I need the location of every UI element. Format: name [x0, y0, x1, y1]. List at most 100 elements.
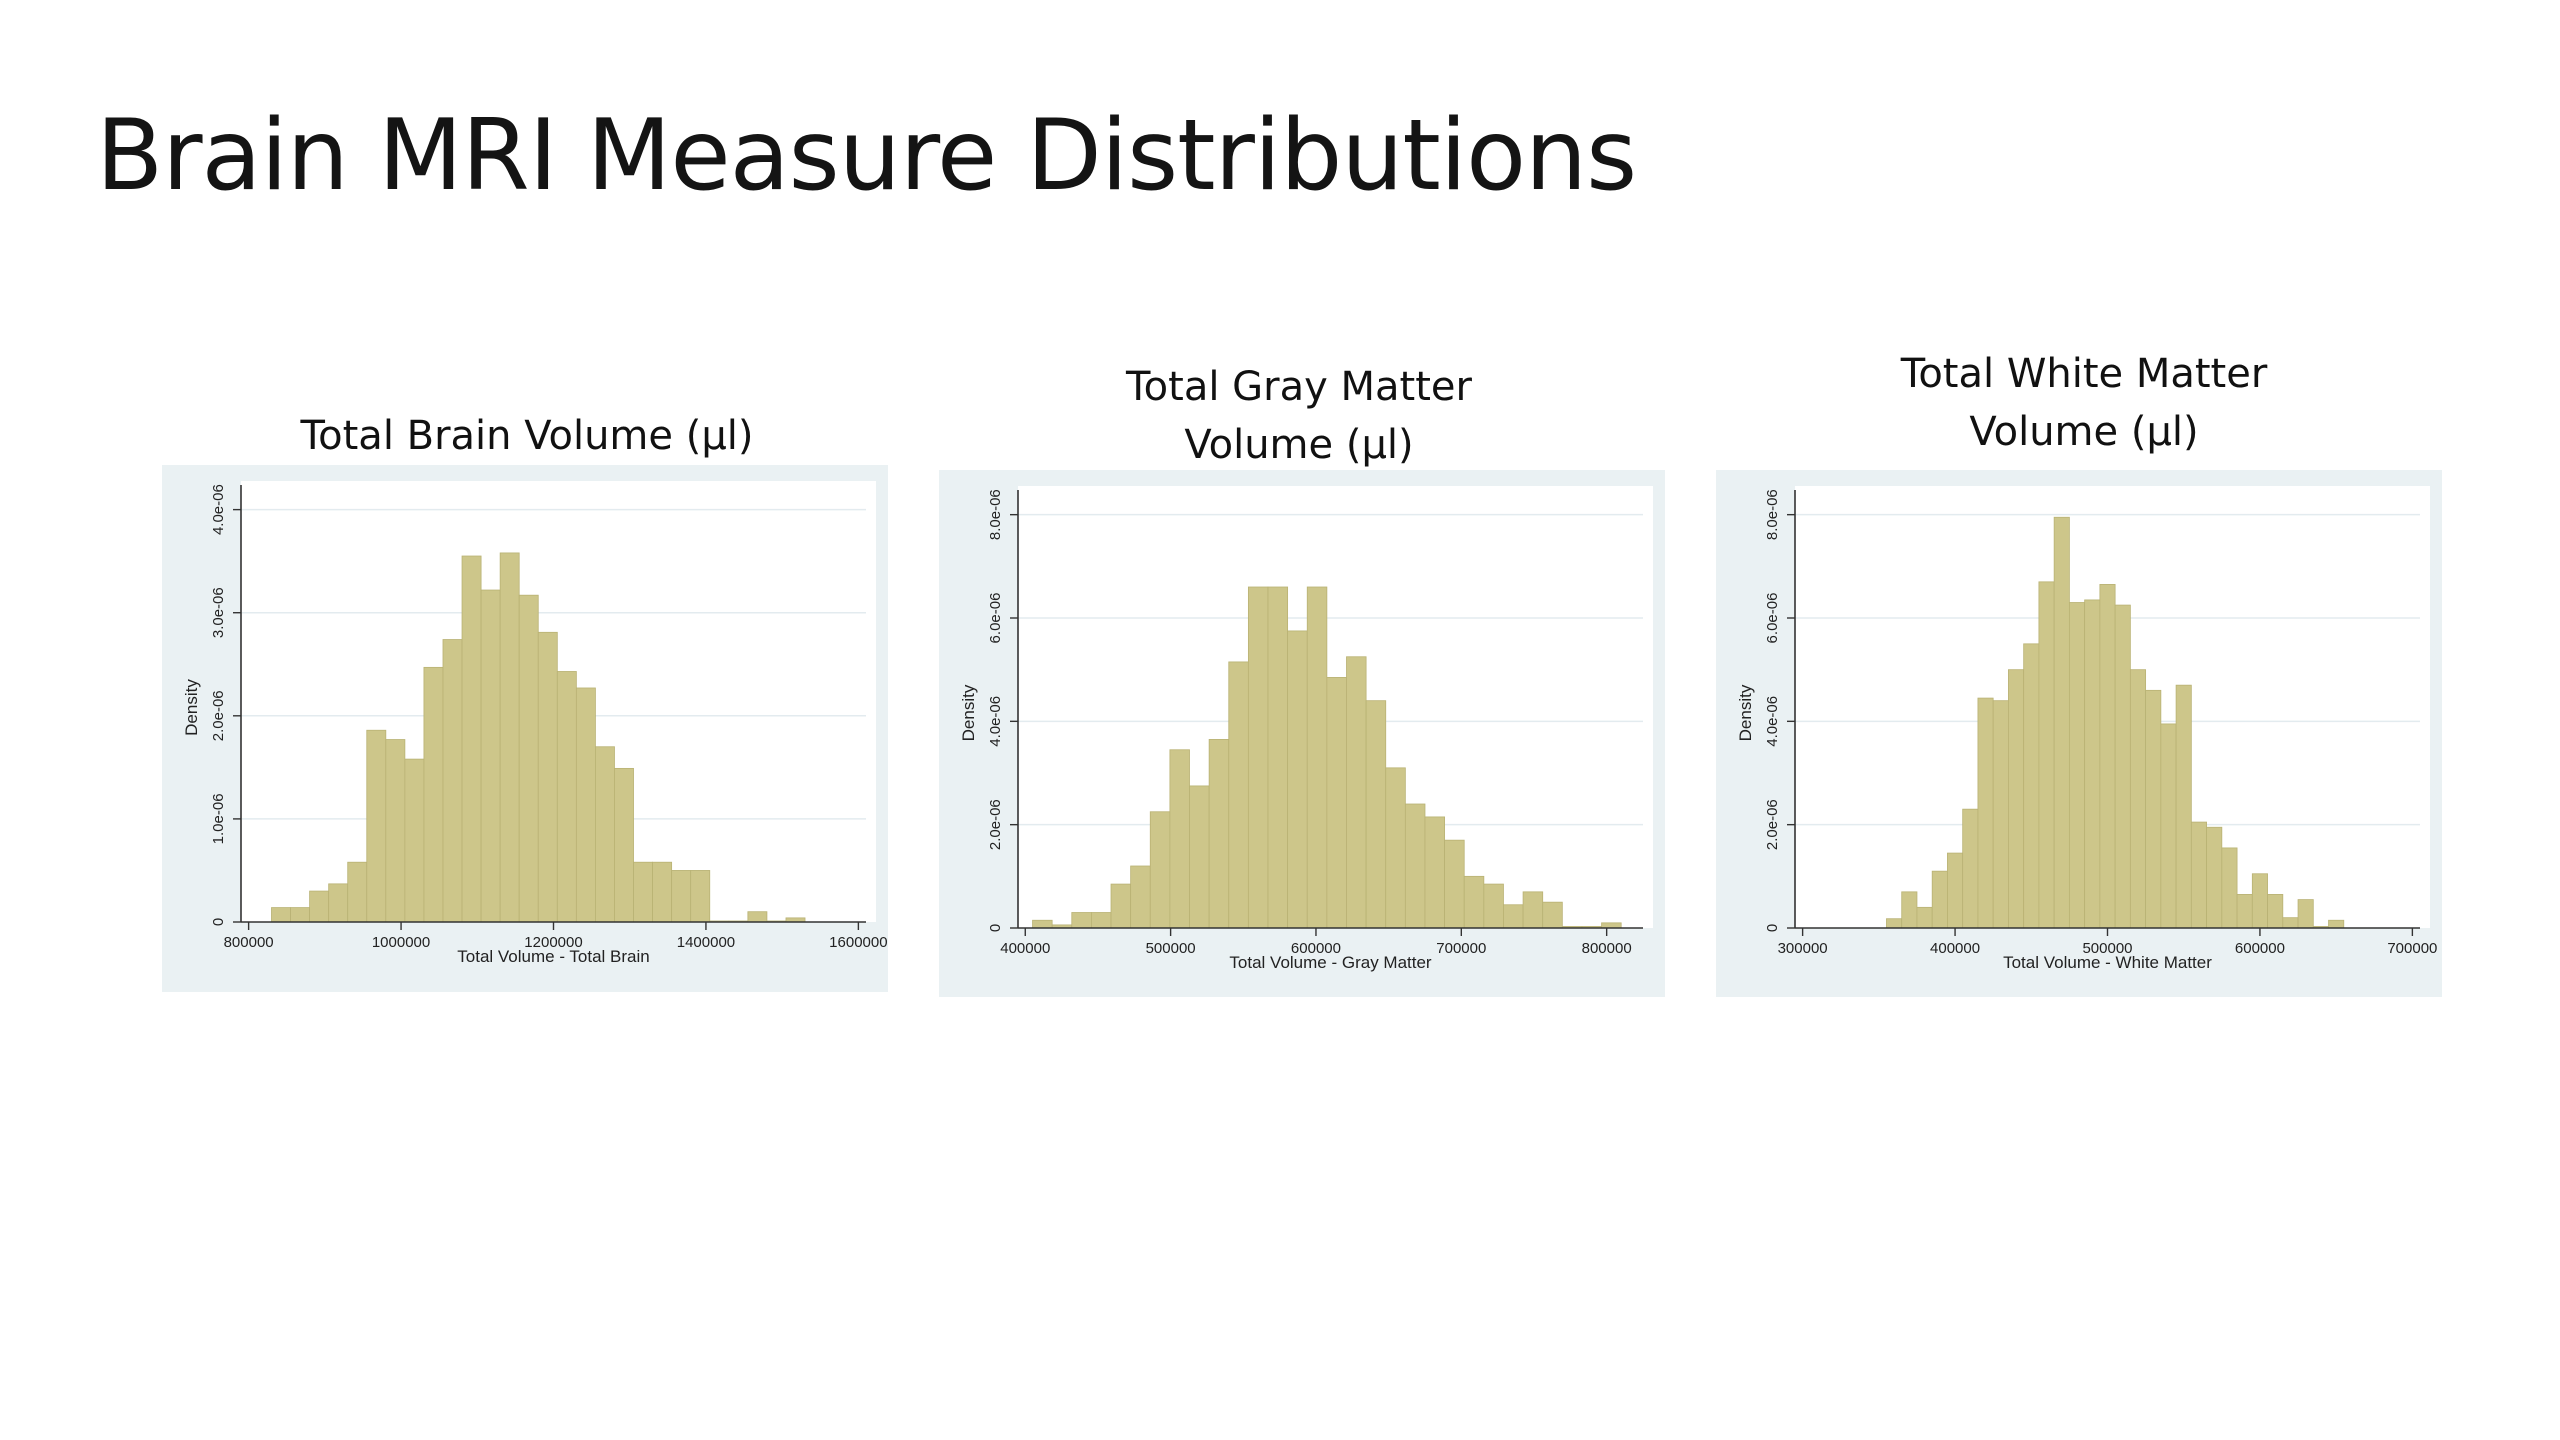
- histogram-bar: [2175, 684, 2192, 929]
- x-axis-label: Total Volume - Gray Matter: [1229, 953, 1432, 972]
- histogram-bar: [671, 870, 692, 923]
- histogram-bar: [2190, 821, 2207, 929]
- histogram-bar: [347, 861, 368, 923]
- histogram-bar: [461, 555, 482, 923]
- histogram-bar: [690, 870, 711, 923]
- histogram-bar: [1404, 803, 1426, 929]
- histogram-bar: [556, 671, 577, 923]
- histogram-bar: [2206, 826, 2223, 929]
- histogram-bar: [480, 589, 501, 923]
- histogram-bar: [1149, 811, 1171, 929]
- histogram-bar: [1977, 697, 1994, 929]
- y-tick-label: 0: [987, 924, 1004, 932]
- histogram-bar: [595, 746, 615, 923]
- y-axis-label: Density: [182, 679, 201, 736]
- histogram-bar: [2114, 604, 2131, 929]
- histogram-bar: [442, 639, 463, 923]
- x-tick-label: 1000000: [372, 934, 430, 951]
- histogram-bar: [1071, 912, 1092, 929]
- y-tick-label: 0: [210, 918, 227, 926]
- histogram-total-brain: 0 1.0e-06 2.0e-06 3.0e-06 4.0e-06 Density 8000…: [182, 481, 888, 966]
- chart-title-gray: Total Gray Matter Volume (µl): [1126, 364, 1472, 468]
- histogram-bar: [1091, 912, 1112, 929]
- chart-title-white: Total White Matter Volume (µl): [1900, 351, 2268, 455]
- histogram-bar: [1287, 630, 1308, 929]
- histogram-bar: [404, 758, 425, 923]
- histogram-bar: [366, 729, 387, 923]
- histogram-bar: [652, 861, 673, 923]
- y-tick-label: 0: [1764, 924, 1781, 932]
- x-tick-label: 600000: [2235, 940, 2285, 957]
- histogram-bar: [2251, 873, 2268, 929]
- histogram-bar: [499, 552, 520, 923]
- y-tick-label: 4.0e-06: [987, 696, 1004, 747]
- histogram-bar: [2328, 919, 2345, 929]
- histogram-panel-white: 0 2.0e-06 4.0e-06 6.0e-06 8.0e-06 Density 3000…: [1716, 470, 2442, 997]
- x-tick-label: 1200000: [524, 934, 582, 951]
- histogram-bar: [2053, 516, 2070, 929]
- histogram-bar: [290, 907, 310, 923]
- y-tick-label: 6.0e-06: [987, 593, 1004, 644]
- histogram-bar: [1267, 586, 1289, 929]
- histogram-bar: [575, 687, 596, 923]
- histogram-bar: [2267, 894, 2284, 929]
- histogram-bar: [1346, 656, 1367, 929]
- histogram-bar: [1931, 870, 1948, 929]
- histogram-bar: [747, 911, 768, 923]
- histogram-bar: [614, 767, 634, 923]
- x-tick-label: 400000: [1930, 940, 1980, 957]
- x-tick-label: 1400000: [677, 934, 735, 951]
- histogram-bar: [1444, 839, 1465, 929]
- histogram-total-gray-matter: 0 2.0e-06 4.0e-06 6.0e-06 8.0e-06 Density 4000…: [959, 486, 1653, 972]
- histogram-bar: [328, 883, 349, 923]
- x-tick-label: 700000: [2387, 940, 2437, 957]
- y-tick-label: 4.0e-06: [1764, 696, 1781, 747]
- histogram-bar: [2038, 581, 2055, 929]
- histogram-bar: [423, 666, 444, 923]
- y-tick-label: 2.0e-06: [1764, 799, 1781, 850]
- histogram-bar: [1901, 891, 1918, 929]
- y-axis-label: Density: [1736, 684, 1755, 741]
- histogram-bar: [1169, 749, 1190, 929]
- histogram-bar: [2068, 602, 2086, 929]
- histogram-bar: [1385, 767, 1406, 929]
- x-tick-label: 800000: [224, 934, 274, 951]
- histogram-bar: [1326, 677, 1347, 929]
- y-tick-label: 2.0e-06: [210, 690, 227, 741]
- histogram-bar: [1110, 883, 1132, 929]
- histogram-bar: [633, 861, 653, 923]
- x-tick-label: 600000: [1291, 940, 1341, 957]
- y-axis-label: Density: [959, 684, 978, 741]
- x-tick-label: 800000: [1582, 940, 1632, 957]
- histogram-bar: [1189, 785, 1210, 929]
- y-tick-label: 8.0e-06: [1764, 489, 1781, 540]
- histogram-bar: [537, 631, 558, 923]
- y-tick-label: 1.0e-06: [210, 793, 227, 844]
- histogram-bar: [1962, 808, 1979, 929]
- histogram-total-white-matter: 0 2.0e-06 4.0e-06 6.0e-06 8.0e-06 Density 3000…: [1736, 486, 2437, 972]
- histogram-bar: [1542, 901, 1563, 929]
- histogram-bar: [2160, 723, 2177, 929]
- histogram-bar: [1032, 919, 1053, 929]
- histogram-bar: [1947, 852, 1964, 929]
- histogram-bar: [1916, 906, 1933, 929]
- slide-title: Brain MRI Measure Distributions: [96, 99, 1637, 213]
- histogram-bar: [1483, 883, 1504, 929]
- histogram-bar: [271, 907, 291, 923]
- histogram-bar: [2084, 599, 2101, 929]
- y-tick-label: 2.0e-06: [987, 799, 1004, 850]
- histogram-bar: [2129, 669, 2147, 929]
- histogram-bar: [1247, 586, 1269, 929]
- x-tick-label: 400000: [1000, 940, 1050, 957]
- y-tick-label: 6.0e-06: [1764, 593, 1781, 644]
- x-axis-label: Total Volume - White Matter: [2003, 953, 2212, 972]
- histogram-bar: [2297, 899, 2314, 929]
- histogram-bar: [2099, 584, 2116, 929]
- x-axis-label: Total Volume - Total Brain: [457, 947, 649, 966]
- histogram-bar: [1992, 700, 2009, 929]
- histogram-bar: [2282, 917, 2299, 929]
- chart-title-brain: Total Brain Volume (µl): [300, 413, 754, 459]
- histogram-bar: [1424, 816, 1445, 929]
- x-tick-label: 700000: [1436, 940, 1486, 957]
- x-tick-label: 300000: [1778, 940, 1828, 957]
